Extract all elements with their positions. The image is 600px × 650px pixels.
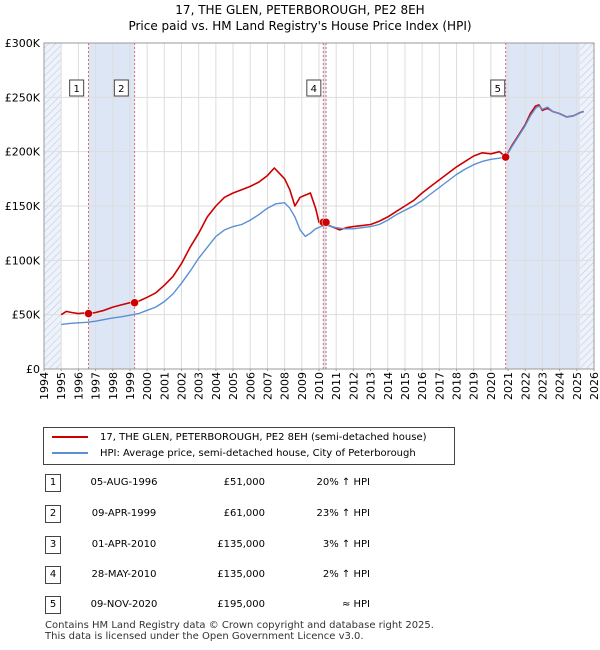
transaction-number: 4 — [45, 566, 61, 584]
x-tick-label: 2017 — [433, 372, 446, 400]
transaction-price: £51,000 — [223, 477, 265, 488]
transaction-price: £135,000 — [217, 569, 265, 580]
transaction-hpi: ≈ HPI — [341, 599, 370, 610]
transaction-number: 1 — [45, 474, 61, 492]
x-tick-label: 2023 — [536, 372, 549, 400]
x-tick-label: 2014 — [382, 372, 395, 400]
x-tick-label: 2013 — [365, 372, 378, 400]
callout-box — [113, 79, 129, 97]
x-tick-label: 2019 — [468, 372, 481, 400]
x-tick-label: 2006 — [244, 372, 257, 400]
callout-5: 5 — [490, 79, 506, 97]
x-tick-label: 1998 — [107, 372, 120, 400]
transaction-date: 09-NOV-2020 — [90, 599, 158, 610]
legend-swatch-hpi — [52, 452, 88, 454]
x-tick-label: 2000 — [141, 372, 154, 400]
series-line-hpi — [61, 105, 584, 326]
y-tick-label: £50K — [12, 309, 41, 322]
callout-label: 4 — [311, 84, 317, 95]
callout-box — [69, 79, 85, 97]
transaction-row: 2 09-APR-1999 £61,000 23% ↑ HPI — [0, 505, 600, 523]
x-tick-label: 2004 — [210, 372, 223, 400]
transaction-row: 1 05-AUG-1996 £51,000 20% ↑ HPI — [0, 474, 600, 492]
callout-box — [306, 79, 322, 97]
transaction-date: 09-APR-1999 — [91, 508, 157, 519]
legend: 17, THE GLEN, PETERBOROUGH, PE2 8EH (sem… — [43, 427, 455, 465]
x-tick-label: 2015 — [399, 372, 412, 400]
sale-marker — [130, 298, 139, 307]
x-tick-label: 2011 — [330, 372, 343, 400]
x-tick-label: 2009 — [296, 372, 309, 400]
x-tick-label: 2026 — [588, 372, 600, 400]
legend-item-property: 17, THE GLEN, PETERBOROUGH, PE2 8EH (sem… — [52, 430, 427, 446]
x-tick-label: 2008 — [279, 372, 292, 400]
x-tick-label: 2005 — [227, 372, 240, 400]
transaction-date: 28-MAY-2010 — [91, 569, 157, 580]
callout-4: 4 — [306, 79, 322, 97]
transaction-number: 2 — [45, 505, 61, 523]
x-tick-label: 1999 — [124, 372, 137, 400]
x-tick-label: 2022 — [519, 372, 532, 400]
x-tick-label: 1995 — [55, 372, 68, 400]
callout-label: 5 — [495, 84, 501, 95]
x-tick-label: 1994 — [38, 372, 51, 400]
callout-2: 2 — [113, 79, 129, 97]
x-tick-label: 2018 — [451, 372, 464, 400]
y-tick-label: £0 — [26, 363, 40, 376]
transaction-date: 05-AUG-1996 — [90, 477, 158, 488]
transaction-hpi: 23% ↑ HPI — [316, 508, 370, 519]
chart-title: 17, THE GLEN, PETERBOROUGH, PE2 8EH — [175, 3, 425, 17]
sale-marker — [321, 218, 331, 227]
x-tick-label: 2025 — [571, 372, 584, 400]
y-tick-label: £150K — [5, 200, 41, 213]
x-tick-label: 2007 — [261, 372, 274, 400]
transaction-hpi: 2% ↑ HPI — [322, 569, 370, 580]
transaction-row: 4 28-MAY-2010 £135,000 2% ↑ HPI — [0, 566, 600, 584]
x-tick-label: 2012 — [347, 372, 360, 400]
transaction-price: £61,000 — [223, 508, 265, 519]
x-tick-label: 2002 — [176, 372, 189, 400]
chart-subtitle: Price paid vs. HM Land Registry's House … — [128, 19, 472, 33]
x-tick-label: 2016 — [416, 372, 429, 400]
x-tick-label: 2001 — [158, 372, 171, 400]
y-tick-label: £300K — [5, 37, 41, 50]
transaction-number: 5 — [45, 596, 61, 614]
callout-label: 1 — [73, 84, 79, 95]
transaction-hpi: 20% ↑ HPI — [316, 477, 370, 488]
sale-marker — [84, 309, 93, 318]
legend-label-hpi: HPI: Average price, semi-detached house,… — [100, 448, 416, 459]
x-tick-label: 2003 — [193, 372, 206, 400]
transaction-row: 3 01-APR-2010 £135,000 3% ↑ HPI — [0, 536, 600, 554]
footer-license: This data is licensed under the Open Gov… — [45, 631, 364, 642]
x-tick-label: 1997 — [90, 372, 103, 400]
footer-copyright: Contains HM Land Registry data © Crown c… — [45, 620, 434, 631]
x-tick-label: 1996 — [72, 372, 85, 400]
x-tick-label: 2010 — [313, 372, 326, 400]
transaction-date: 01-APR-2010 — [91, 539, 157, 550]
legend-item-hpi: HPI: Average price, semi-detached house,… — [52, 446, 416, 462]
callout-box — [490, 79, 506, 97]
transaction-price: £195,000 — [217, 599, 265, 610]
transaction-hpi: 3% ↑ HPI — [322, 539, 370, 550]
transaction-number: 3 — [45, 536, 61, 554]
legend-swatch-property — [52, 436, 88, 438]
transaction-row: 5 09-NOV-2020 £195,000 ≈ HPI — [0, 596, 600, 614]
x-tick-label: 2024 — [554, 372, 567, 400]
callout-label: 2 — [118, 84, 124, 95]
sale-marker — [501, 152, 510, 162]
callout-1: 1 — [69, 79, 85, 97]
x-tick-label: 2020 — [485, 372, 498, 400]
x-tick-label: 2021 — [502, 372, 515, 400]
legend-label-property: 17, THE GLEN, PETERBOROUGH, PE2 8EH (sem… — [100, 432, 427, 443]
y-tick-label: £200K — [5, 146, 41, 159]
transaction-price: £135,000 — [217, 539, 265, 550]
price-chart: 1 2 4 5 £0 £50K £100K £150K £200K £250K £300K 1994… — [5, 37, 600, 400]
y-tick-label: £100K — [5, 254, 41, 267]
y-tick-label: £250K — [5, 91, 41, 104]
